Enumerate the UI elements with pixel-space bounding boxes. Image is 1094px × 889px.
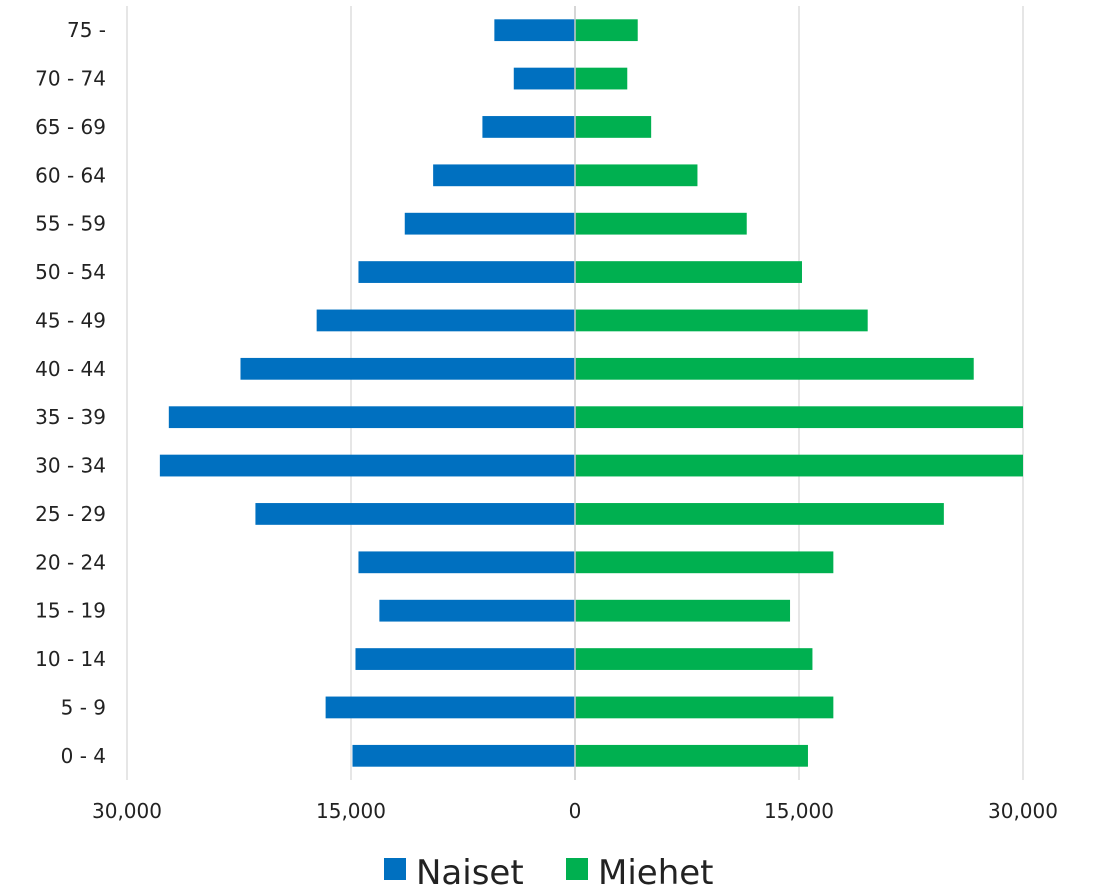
bar-naiset-13 [482,116,575,138]
bar-naiset-10 [358,261,575,283]
bar-miehet-9 [575,309,868,332]
category-label: 10 - 14 [35,647,106,671]
bar-miehet-1 [575,696,834,719]
bar-miehet-13 [575,116,652,138]
bar-miehet-5 [575,503,944,525]
x-tick-label: 30,000 [92,799,162,823]
category-label: 5 - 9 [61,695,106,719]
bar-miehet-2 [575,648,813,670]
legend-swatch-miehet [566,858,588,880]
category-label: 55 - 59 [35,212,106,236]
bar-miehet-10 [575,261,802,283]
category-label: 50 - 54 [35,260,106,284]
bar-naiset-9 [316,309,575,332]
bar-naiset-11 [404,212,575,235]
bar-miehet-12 [575,164,698,187]
bar-miehet-4 [575,551,834,574]
bar-miehet-14 [575,67,628,90]
legend-label-naiset: Naiset [416,853,524,889]
category-label: 40 - 44 [35,357,106,381]
bars [159,19,1023,767]
legend: Naiset Miehet [384,853,714,889]
bar-naiset-12 [433,164,575,187]
category-label: 25 - 29 [35,502,106,526]
bar-miehet-15 [575,19,638,42]
category-label: 20 - 24 [35,550,106,574]
x-tick-label: 15,000 [764,799,834,823]
category-label: 0 - 4 [61,744,106,768]
bar-naiset-2 [355,648,575,670]
bar-naiset-4 [358,551,575,574]
bar-naiset-15 [494,19,575,42]
category-label: 75 - [67,18,106,42]
bar-naiset-1 [325,696,575,719]
x-tick-label: 30,000 [988,799,1058,823]
bar-miehet-7 [575,406,1023,429]
category-label: 45 - 49 [35,308,106,332]
gridlines [126,6,1024,780]
x-tick-label: 15,000 [316,799,386,823]
bar-naiset-0 [352,744,575,767]
bar-miehet-0 [575,744,808,767]
bar-naiset-7 [168,406,575,429]
category-labels: 0 - 4 5 - 9 10 - 14 15 - 19 20 - 24 25 - 29 30… [35,18,106,768]
category-label: 60 - 64 [35,163,106,187]
category-label: 65 - 69 [35,115,106,139]
bar-miehet-3 [575,599,791,622]
category-label: 15 - 19 [35,599,106,623]
bar-miehet-8 [575,357,974,380]
bar-naiset-6 [159,454,575,477]
category-label: 70 - 74 [35,67,106,91]
bar-miehet-6 [575,454,1023,477]
bar-naiset-5 [255,503,575,525]
legend-swatch-naiset [384,858,406,880]
bar-miehet-11 [575,212,747,235]
bar-naiset-14 [513,67,575,90]
bar-naiset-8 [240,357,575,380]
bar-naiset-3 [379,599,575,622]
legend-label-miehet: Miehet [598,853,714,889]
category-label: 35 - 39 [35,405,106,429]
x-tick-label: 0 [569,799,582,823]
x-tick-labels: 30,000 15,000 0 15,000 30,000 [92,799,1058,823]
category-label: 30 - 34 [35,454,106,478]
